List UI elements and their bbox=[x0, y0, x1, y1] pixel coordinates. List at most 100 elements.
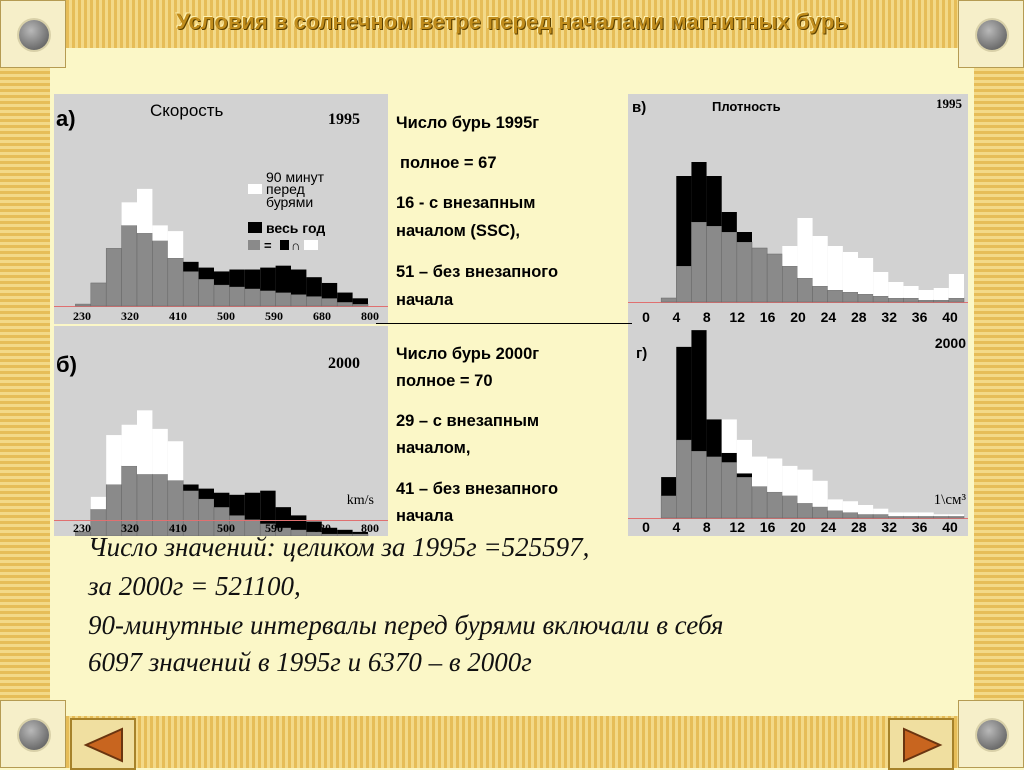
corner-top-left bbox=[0, 0, 66, 68]
x-tick-label: 4 bbox=[673, 519, 681, 535]
bar-black bbox=[706, 176, 722, 226]
x-tick-label: 20 bbox=[790, 519, 806, 535]
x-tick-label: 410 bbox=[169, 309, 187, 323]
bar-gray bbox=[182, 271, 199, 307]
x-tick-label: 680 bbox=[313, 521, 331, 535]
x-tick-label: 24 bbox=[821, 309, 837, 325]
bar-gray bbox=[321, 298, 338, 307]
x-tick-label: 36 bbox=[912, 519, 928, 535]
stats-2000-line3: 29 – с внезапным bbox=[396, 412, 540, 430]
bar-gray bbox=[706, 225, 722, 303]
corner-bottom-right bbox=[958, 700, 1024, 768]
prev-slide-button[interactable] bbox=[70, 718, 136, 770]
bar-black bbox=[736, 232, 752, 242]
bar-white bbox=[918, 512, 934, 517]
panel-label: в) bbox=[632, 99, 646, 116]
x-tick-label: 8 bbox=[703, 519, 711, 535]
bar-gray bbox=[660, 297, 677, 303]
bar-gray bbox=[903, 515, 919, 519]
x-tick-label: 230 bbox=[73, 309, 91, 323]
bar-white bbox=[752, 456, 768, 487]
legend-swatch-black bbox=[248, 222, 262, 233]
bar-white bbox=[106, 435, 122, 485]
bar-white bbox=[903, 512, 919, 517]
stats-1995-line6: начала bbox=[396, 291, 454, 309]
knob-icon[interactable] bbox=[977, 720, 1007, 750]
x-tick-label: 410 bbox=[169, 521, 187, 535]
bar-white bbox=[137, 188, 153, 234]
bar-white bbox=[873, 272, 889, 296]
legend-swatch-gray bbox=[248, 240, 260, 250]
bar-black bbox=[661, 477, 677, 496]
bar-white bbox=[721, 419, 737, 453]
bar-white bbox=[888, 512, 904, 517]
panel-label: а) bbox=[56, 106, 76, 131]
x-tick-label: 230 bbox=[73, 521, 91, 535]
bar-white bbox=[888, 282, 904, 298]
bar-gray bbox=[948, 297, 965, 303]
page-title: Условия в солнечном ветре перед началами… bbox=[176, 9, 848, 34]
bar-gray bbox=[676, 265, 692, 303]
bar-gray bbox=[306, 296, 323, 307]
x-tick-label: 16 bbox=[760, 309, 776, 325]
frame-bottom bbox=[66, 716, 958, 768]
bar-gray bbox=[198, 278, 215, 307]
bar-gray bbox=[751, 247, 768, 303]
x-tick-label: 40 bbox=[942, 519, 958, 535]
x-tick-label: 320 bbox=[121, 521, 139, 535]
bar-white bbox=[812, 480, 828, 507]
bar-white bbox=[827, 499, 843, 511]
legend-label: ∩ bbox=[291, 238, 300, 253]
bar-gray bbox=[691, 450, 707, 519]
bar-black bbox=[721, 212, 737, 232]
summary-line1: Число значений: целиком за 1995г =525597… bbox=[88, 532, 590, 562]
bar-gray bbox=[857, 514, 874, 519]
bar-gray bbox=[721, 461, 738, 519]
bar-black bbox=[214, 271, 230, 285]
legend-label: = bbox=[264, 238, 272, 253]
x-tick-label: 20 bbox=[790, 309, 806, 325]
x-tick-label: 800 bbox=[361, 521, 379, 535]
knob-icon[interactable] bbox=[19, 20, 49, 50]
right-triangle-icon bbox=[903, 727, 943, 763]
knob-icon[interactable] bbox=[977, 20, 1007, 50]
bar-black bbox=[352, 531, 368, 534]
bar-black bbox=[337, 292, 353, 303]
bar-white bbox=[918, 290, 934, 300]
bar-gray bbox=[782, 265, 798, 303]
chart-density-1995: 0 4 8 12 16 20 24 28 32 36 40 в) Плотность 1995 bbox=[628, 94, 968, 326]
bar-white bbox=[167, 231, 184, 258]
bar-white bbox=[948, 514, 964, 517]
bar-gray bbox=[290, 294, 307, 307]
x-tick-label: 12 bbox=[729, 309, 745, 325]
unit-label: 1\см³ bbox=[934, 492, 967, 508]
bar-white bbox=[933, 514, 949, 517]
bar-black bbox=[721, 452, 737, 463]
x-tick-label: 40 bbox=[942, 309, 958, 325]
bar-gray bbox=[918, 299, 934, 303]
next-slide-button[interactable] bbox=[888, 718, 954, 770]
stats-2000-line6: начала bbox=[396, 507, 454, 525]
bar-black bbox=[291, 269, 307, 295]
frame-top bbox=[66, 0, 958, 48]
unit-label: km/s bbox=[347, 493, 374, 508]
x-tick-label: 680 bbox=[313, 309, 331, 323]
bar-gray bbox=[827, 289, 844, 303]
bar-gray bbox=[213, 284, 230, 307]
x-tick-label: 800 bbox=[361, 309, 379, 323]
bar-black bbox=[244, 269, 261, 289]
bar-gray bbox=[660, 495, 677, 519]
bar-gray bbox=[903, 297, 919, 303]
x-tick-label: 500 bbox=[217, 521, 235, 535]
bar-gray bbox=[244, 288, 261, 307]
x-tick-label: 32 bbox=[881, 519, 897, 535]
bar-gray bbox=[888, 515, 904, 519]
summary-note: Число значений: целиком за 1995г =525597… bbox=[88, 532, 723, 678]
bar-black bbox=[198, 488, 214, 499]
knob-icon[interactable] bbox=[19, 720, 49, 750]
legend-label: перед bbox=[266, 181, 305, 197]
panel-label: б) bbox=[56, 352, 77, 377]
year-label: 1995 bbox=[328, 111, 360, 128]
bar-white bbox=[827, 246, 843, 290]
